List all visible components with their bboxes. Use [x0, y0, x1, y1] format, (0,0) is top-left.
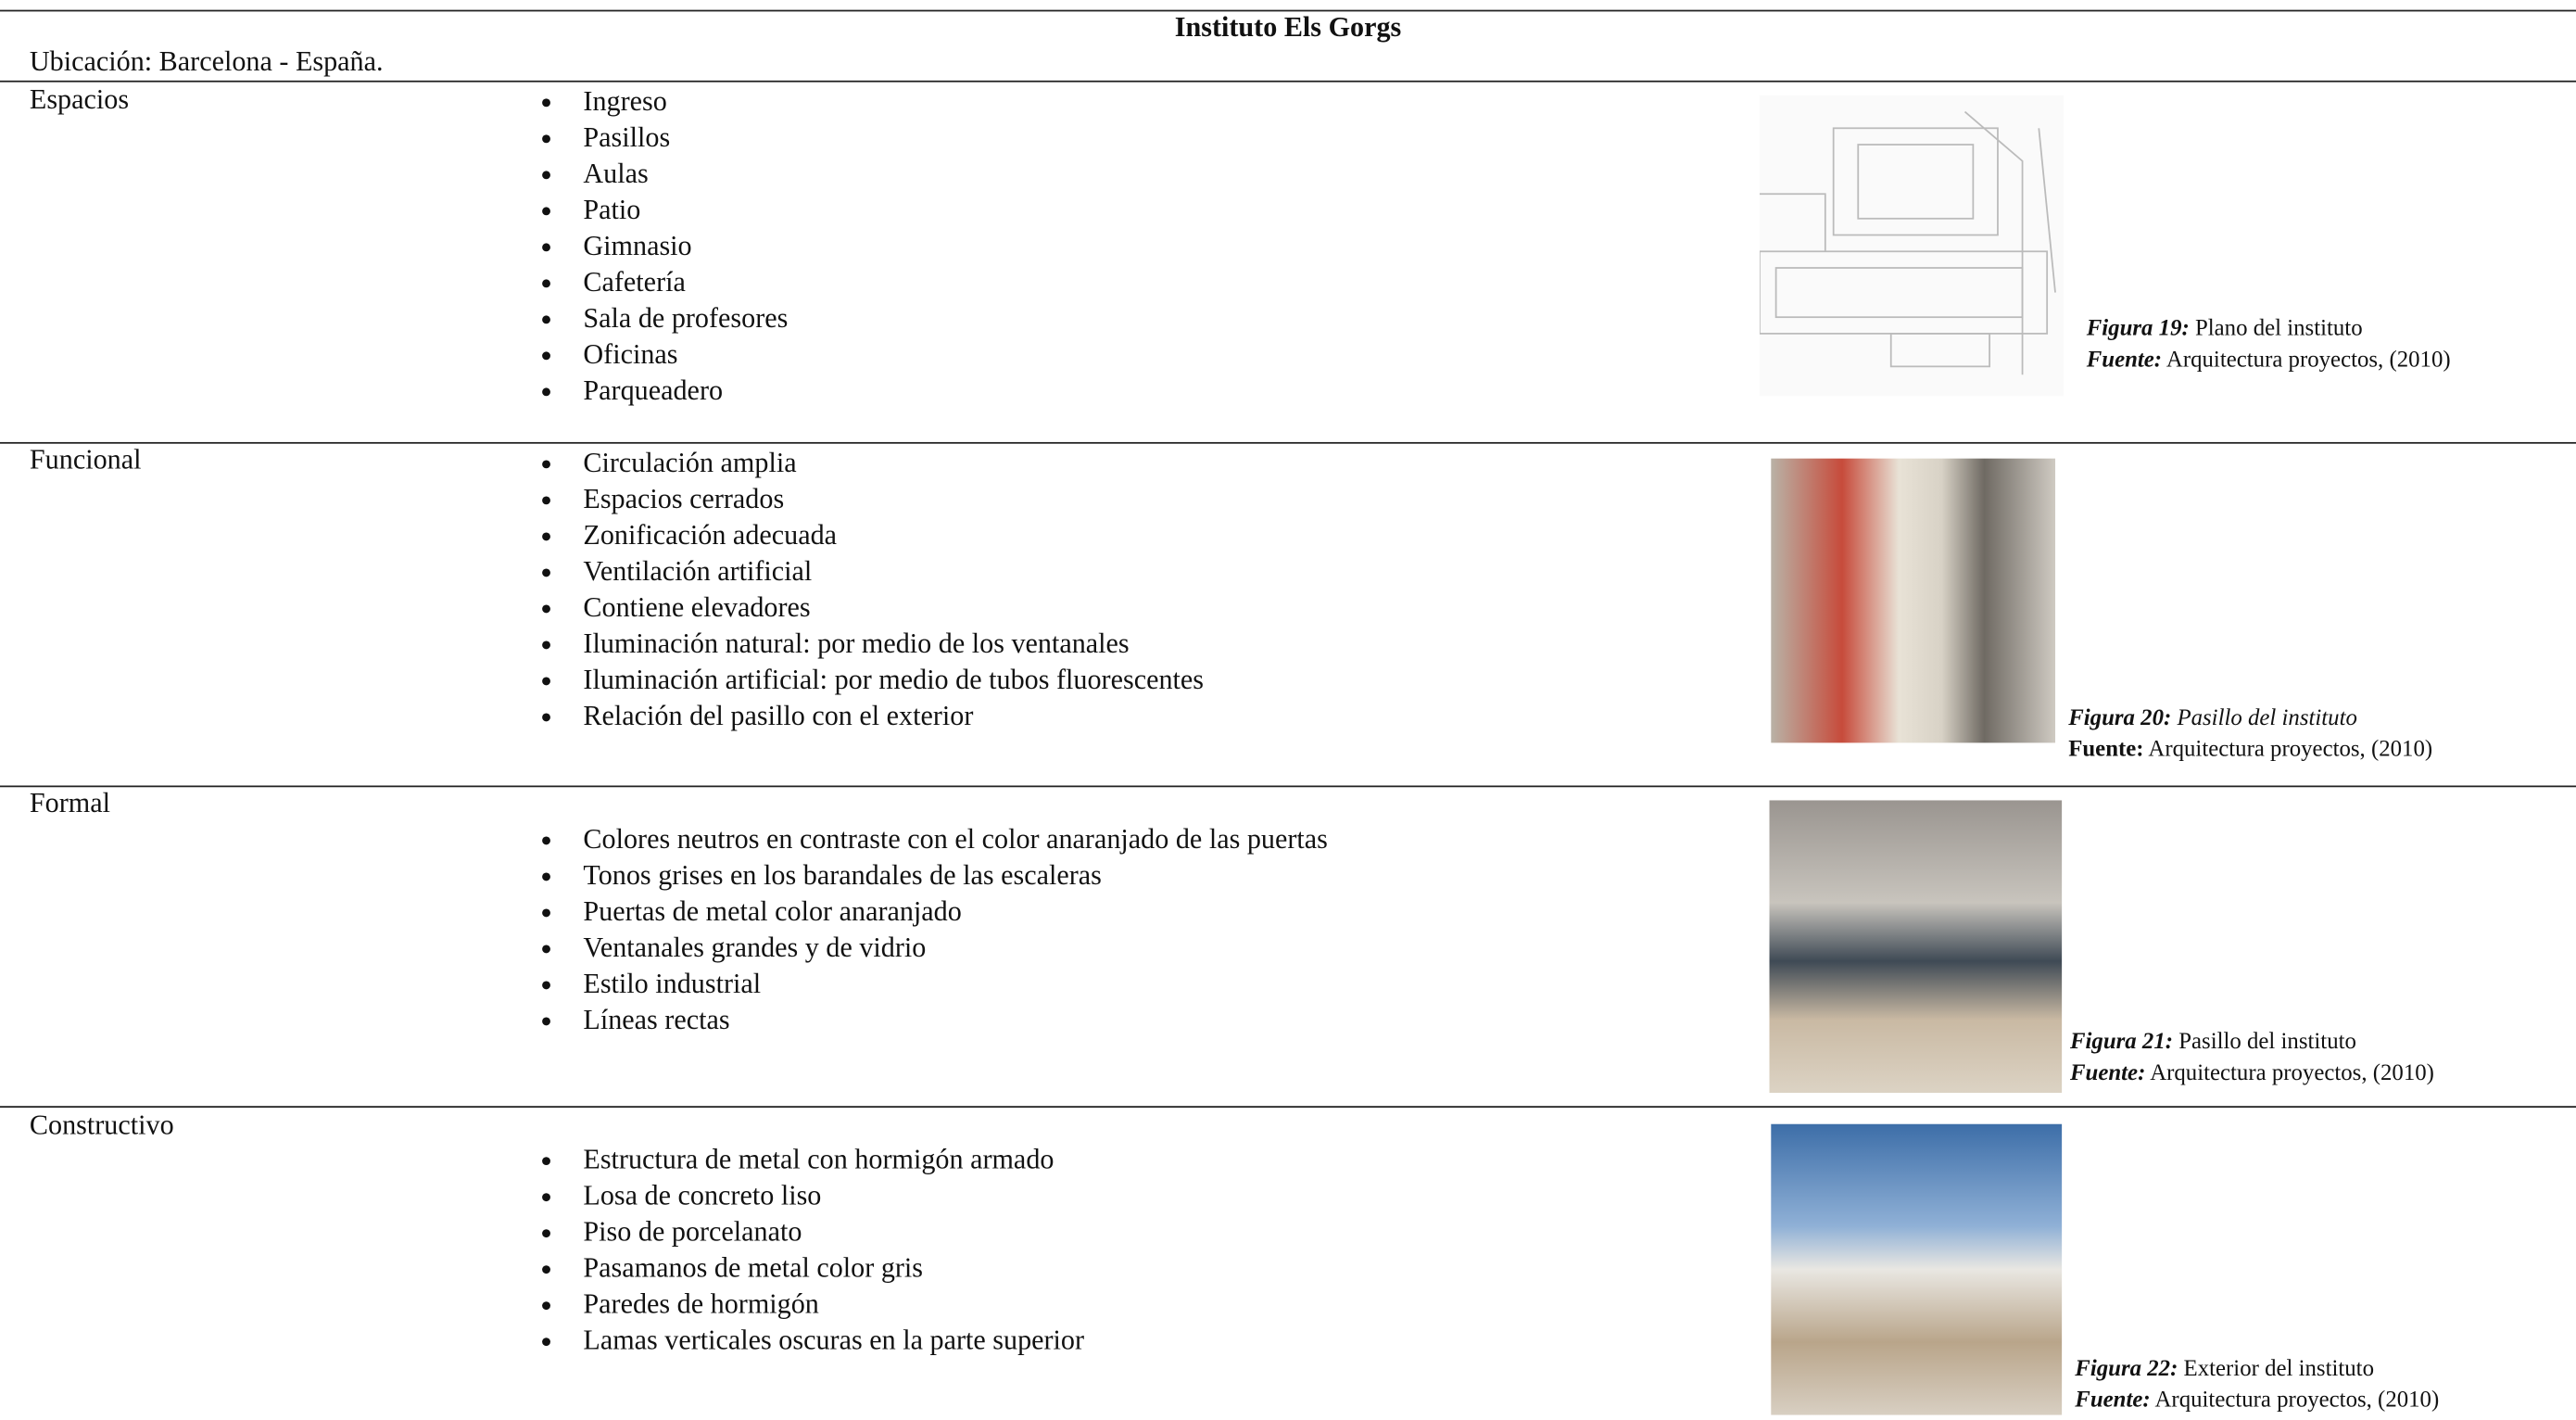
bullet — [542, 1017, 550, 1026]
figure-source: Fuente: Arquitectura proyectos, (2010) — [2087, 347, 2451, 376]
figure-title: Exterior del instituto — [2183, 1357, 2374, 1383]
list-item: Patio — [583, 194, 641, 225]
figure-title: Plano del instituto — [2194, 317, 2363, 342]
bullet — [542, 908, 550, 918]
list-item: Estructura de metal con hormigón armado — [583, 1144, 1054, 1175]
list-item: Ventanales grandes y de vidrio — [583, 932, 927, 963]
source-label: Fuente: — [2086, 348, 2163, 374]
bullet — [542, 98, 550, 108]
list-item: Iluminación natural: por medio de los ve… — [583, 628, 1130, 659]
list-item: Iluminación artificial: por medio de tub… — [583, 664, 1205, 695]
list-item: Ingreso — [583, 85, 667, 117]
figure-source: Fuente: Arquitectura proyectos, (2010) — [2070, 1060, 2434, 1090]
figure-source: Fuente: Arquitectura proyectos, (2010) — [2068, 736, 2432, 766]
bullet — [542, 243, 550, 252]
list-item: Aulas — [583, 158, 649, 189]
bullet — [542, 677, 550, 686]
list-item: Tonos grises en los barandales de las es… — [583, 859, 1102, 891]
figure-number: Figura 19: — [2086, 317, 2190, 342]
rule — [0, 441, 2576, 444]
bullet — [542, 460, 550, 469]
row-label: Formal — [29, 787, 110, 818]
source-label: Fuente: — [2075, 1388, 2151, 1414]
bullet — [542, 279, 550, 288]
bullet — [542, 713, 550, 722]
bullet — [542, 207, 550, 216]
source-label: Fuente: — [2069, 1061, 2146, 1086]
list-item: Lamas verticales oscuras en la parte sup… — [583, 1325, 1085, 1356]
list-item: Gimnasio — [583, 230, 692, 261]
bullet — [542, 872, 550, 881]
figure-title: Pasillo del instituto — [2177, 706, 2357, 731]
bullet — [542, 171, 550, 180]
bullet — [542, 1301, 550, 1311]
bullet — [542, 1338, 550, 1347]
figure-caption: Figura 22: Exterior del instituto — [2075, 1356, 2374, 1386]
list-item: Circulación amplia — [583, 447, 797, 478]
list-item: Pasamanos de metal color gris — [583, 1252, 924, 1284]
bullet — [542, 1229, 550, 1238]
figure-source: Fuente: Arquitectura proyectos, (2010) — [2075, 1387, 2439, 1416]
bullet — [542, 134, 550, 144]
list-item: Paredes de hormigón — [583, 1288, 819, 1320]
figure-number: Figura 22: — [2075, 1357, 2178, 1383]
bullet — [542, 1193, 550, 1202]
bullet — [542, 387, 550, 397]
list-item: Parqueadero — [583, 374, 724, 406]
bullet — [542, 604, 550, 614]
list-item: Relación del pasillo con el exterior — [583, 700, 974, 731]
bullet — [542, 496, 550, 505]
row-label: Constructivo — [29, 1109, 174, 1141]
plan-drawing — [1759, 110, 2056, 375]
figure-number: Figura 20: — [2068, 706, 2172, 731]
corridor-photo — [1769, 800, 2063, 1094]
list-item: Oficinas — [583, 338, 678, 370]
bullet — [542, 836, 550, 845]
source-text: Arquitectura proyectos, (2010) — [2150, 1061, 2434, 1086]
rule — [0, 1106, 2576, 1109]
list-item: Colores neutros en contraste con el colo… — [583, 823, 1328, 855]
rule — [0, 80, 2576, 82]
location: Ubicación: Barcelona - España. — [29, 45, 384, 78]
list-item: Ventilación artificial — [583, 555, 813, 587]
bullet — [542, 351, 550, 361]
list-item: Zonificación adecuada — [583, 519, 838, 551]
source-text: Arquitectura proyectos, (2010) — [2154, 1388, 2440, 1414]
list-item: Cafetería — [583, 266, 686, 298]
row-label: Funcional — [29, 443, 142, 475]
source-text: Arquitectura proyectos, (2010) — [2166, 348, 2451, 374]
figure-caption: Figura 21: Pasillo del instituto — [2070, 1029, 2356, 1059]
rule — [0, 9, 2576, 12]
bullet — [542, 945, 550, 954]
row-label: Espacios — [29, 83, 130, 116]
list-item: Pasillos — [583, 121, 671, 153]
figure-caption: Figura 19: Plano del instituto — [2087, 315, 2363, 345]
corridor-photo — [1771, 458, 2056, 743]
list-item: Sala de profesores — [583, 302, 789, 334]
source-label: Fuente: — [2068, 738, 2144, 763]
source-text: Arquitectura proyectos, (2010) — [2148, 738, 2433, 763]
figure-number: Figura 21: — [2069, 1030, 2174, 1056]
figure-title: Pasillo del instituto — [2178, 1030, 2356, 1056]
exterior-photo — [1771, 1123, 2063, 1415]
bullet — [542, 1265, 550, 1274]
list-item: Losa de concreto liso — [583, 1180, 822, 1211]
bullet — [542, 981, 550, 990]
floor-plan — [1759, 95, 2064, 397]
list-item: Estilo industrial — [583, 968, 762, 999]
list-item: Contiene elevadores — [583, 591, 811, 623]
bullet — [542, 640, 550, 650]
list-item: Piso de porcelanato — [583, 1216, 802, 1248]
bullet — [542, 568, 550, 577]
title: Instituto Els Gorgs — [1174, 11, 1402, 44]
bullet — [542, 532, 550, 541]
list-item: Espacios cerrados — [583, 483, 785, 514]
list-item: Líneas rectas — [583, 1004, 730, 1035]
bullet — [542, 1157, 550, 1166]
rule — [0, 785, 2576, 788]
bullet — [542, 315, 550, 324]
list-item: Puertas de metal color anaranjado — [583, 895, 962, 927]
figure-caption: Figura 20: Pasillo del instituto — [2068, 705, 2357, 735]
